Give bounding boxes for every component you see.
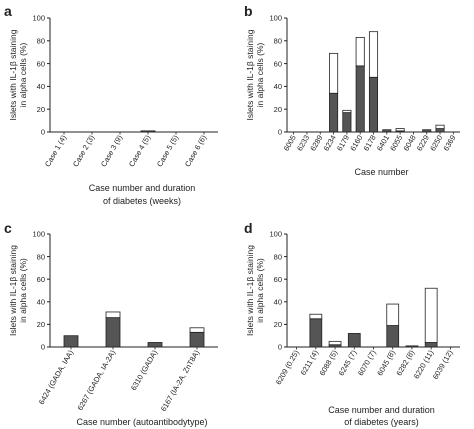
y-axis-title-d: Islets with IL-1β staining bbox=[245, 245, 255, 336]
bar-c-dark bbox=[63, 335, 79, 348]
bar-b-dark bbox=[422, 129, 432, 133]
x-tick-label-c: 6310 (GADA) bbox=[129, 348, 160, 392]
x-tick-label-a: Case 4 (5) bbox=[127, 133, 153, 168]
bar-d-light bbox=[309, 313, 323, 320]
y-tick-label-d: 100 bbox=[269, 230, 282, 239]
x-tick-label-c: 6267 (GADA, IA-2A) bbox=[75, 348, 117, 412]
y-tick-label-d: 20 bbox=[274, 320, 282, 329]
x-axis-title-a: Case number and duration bbox=[89, 183, 196, 193]
y-tick-label-a: 80 bbox=[37, 37, 45, 46]
bar-d-dark bbox=[347, 333, 361, 348]
bar-d-light bbox=[424, 287, 438, 343]
bar-d-dark bbox=[405, 345, 419, 348]
bar-b-dark bbox=[342, 112, 352, 133]
y-tick-label-d: 0 bbox=[278, 343, 282, 352]
y-tick-label-c: 100 bbox=[32, 230, 45, 239]
bar-d-light bbox=[386, 303, 400, 326]
bar-d-dark bbox=[386, 325, 400, 348]
y-tick-label-c: 80 bbox=[37, 252, 45, 261]
bar-c-dark bbox=[147, 342, 163, 348]
x-tick-label-b: 6048 bbox=[402, 134, 418, 153]
y-tick-label-d: 60 bbox=[274, 275, 282, 284]
y-axis-title-a: in alpha cells (%) bbox=[18, 42, 28, 107]
y-tick-label-b: 60 bbox=[274, 59, 282, 68]
y-tick-label-b: 0 bbox=[278, 128, 282, 137]
panel-letter-d: d bbox=[244, 220, 253, 236]
x-tick-label-b: 6369 bbox=[441, 134, 457, 153]
x-axis-title-d: Case number and duration bbox=[328, 405, 435, 415]
x-tick-label-d: 6209 (0.25) bbox=[274, 348, 301, 386]
y-tick-label-c: 0 bbox=[41, 343, 45, 352]
y-tick-label-b: 100 bbox=[269, 14, 282, 23]
x-axis-title-c: Case number (autoantibodytype) bbox=[76, 417, 207, 427]
x-tick-label-b: 6179 bbox=[335, 134, 351, 153]
bar-b-light bbox=[368, 31, 379, 78]
y-tick-label-a: 60 bbox=[37, 59, 45, 68]
bar-c-light bbox=[105, 311, 121, 319]
y-tick-label-d: 40 bbox=[274, 298, 282, 307]
bar-d-dark bbox=[309, 318, 323, 348]
x-tick-label-b: 6401 bbox=[375, 134, 391, 153]
x-tick-label-b: 6234 bbox=[322, 134, 338, 153]
y-tick-label-b: 80 bbox=[274, 37, 282, 46]
y-axis-title-d: in alpha cells (%) bbox=[255, 258, 265, 323]
bar-b-dark bbox=[382, 129, 392, 133]
bar-b-dark bbox=[329, 92, 339, 133]
bar-c-dark bbox=[105, 317, 121, 348]
y-tick-label-a: 0 bbox=[41, 128, 45, 137]
x-tick-label-a: Case 3 (9) bbox=[99, 133, 125, 168]
y-tick-label-c: 60 bbox=[37, 275, 45, 284]
bar-b-dark bbox=[355, 65, 365, 133]
bar-c-light bbox=[189, 327, 205, 333]
bar-c-dark bbox=[189, 331, 205, 348]
y-tick-label-d: 80 bbox=[274, 252, 282, 261]
x-axis-title-d: of diabetes (years) bbox=[344, 417, 419, 427]
x-tick-label-b: 6005 bbox=[282, 134, 298, 153]
x-axis-title-b: Case number bbox=[354, 167, 408, 177]
y-tick-label-a: 20 bbox=[37, 105, 45, 114]
x-tick-label-b: 6233 bbox=[295, 134, 311, 153]
bar-b-dark bbox=[368, 76, 379, 133]
x-tick-label-c: 6167 (IA-2A, ZnT8A) bbox=[159, 348, 202, 413]
x-tick-label-b: 6250 bbox=[428, 134, 444, 153]
x-tick-label-b: 6229 bbox=[415, 134, 431, 153]
bar-b-dark bbox=[435, 128, 445, 133]
y-tick-label-c: 20 bbox=[37, 320, 45, 329]
x-tick-label-a: Case 1 (4) bbox=[43, 133, 69, 168]
y-axis-title-b: Islets with IL-1β staining bbox=[245, 29, 255, 120]
bar-b-light bbox=[329, 52, 339, 94]
y-axis-title-a: Islets with IL-1β staining bbox=[8, 29, 18, 120]
y-tick-label-a: 100 bbox=[32, 14, 45, 23]
panel-letter-a: a bbox=[4, 3, 12, 19]
bar-b-light bbox=[355, 36, 365, 67]
x-tick-label-a: Case 6 (6) bbox=[183, 133, 209, 168]
bar-a-dark bbox=[140, 130, 156, 133]
bar-b-light bbox=[395, 128, 405, 132]
x-tick-label-b: 6289 bbox=[308, 134, 324, 153]
bar-b-light bbox=[435, 124, 445, 129]
x-tick-label-c: 6424 (GADA, IAA) bbox=[37, 348, 76, 406]
x-tick-label-b: 6160 bbox=[348, 134, 364, 153]
y-tick-label-a: 40 bbox=[37, 82, 45, 91]
x-tick-label-b: 6178 bbox=[362, 134, 378, 153]
panel-letter-c: c bbox=[4, 220, 12, 236]
y-axis-title-c: in alpha cells (%) bbox=[18, 258, 28, 323]
y-tick-label-c: 40 bbox=[37, 298, 45, 307]
bar-d-dark bbox=[424, 342, 438, 348]
bar-b-light bbox=[342, 109, 352, 114]
x-axis-title-a: of diabetes (weeks) bbox=[103, 196, 181, 206]
x-tick-label-a: Case 5 (5) bbox=[155, 133, 181, 168]
x-tick-label-a: Case 2 (3) bbox=[71, 133, 97, 168]
y-tick-label-b: 40 bbox=[274, 82, 282, 91]
y-tick-label-b: 20 bbox=[274, 105, 282, 114]
bar-d-light bbox=[328, 340, 342, 346]
y-axis-title-c: Islets with IL-1β staining bbox=[8, 245, 18, 336]
x-tick-label-b: 6055 bbox=[388, 134, 404, 153]
panel-letter-b: b bbox=[244, 3, 253, 19]
y-axis-title-b: in alpha cells (%) bbox=[255, 42, 265, 107]
